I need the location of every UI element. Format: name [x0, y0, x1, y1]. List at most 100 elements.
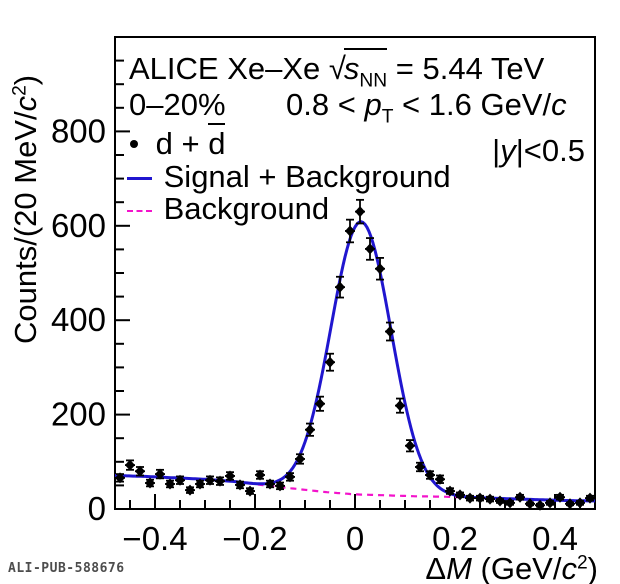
y-tick-label: 400: [51, 301, 106, 338]
legend-background-label: Background: [163, 191, 330, 226]
data-point: [545, 497, 555, 509]
data-point: [465, 492, 475, 504]
data-marker-diamond: [115, 472, 125, 484]
data-marker-diamond: [385, 326, 395, 338]
data-point: [535, 499, 545, 511]
data-point: [205, 474, 215, 486]
data-marker-diamond: [335, 281, 345, 293]
legend-row-background: Background: [127, 193, 329, 224]
x-title-close: ): [587, 551, 598, 584]
s-symbol: s: [343, 51, 360, 86]
data-point: [415, 461, 425, 473]
signal-line-sample-icon: [127, 177, 152, 180]
data-marker-diamond: [395, 400, 405, 412]
data-point: [255, 469, 265, 481]
pt-prefix: 0.8 <: [286, 87, 365, 122]
data-point: [115, 472, 125, 484]
data-point: [375, 256, 385, 281]
data-marker-diamond: [535, 499, 545, 511]
data-marker-diamond: [365, 243, 375, 255]
x-title-superscript: 2: [576, 552, 588, 574]
data-marker-diamond: [525, 498, 535, 510]
centrality-value: 0–20%: [129, 87, 226, 122]
data-marker-diamond: [185, 484, 195, 496]
y-title-c-symbol: c: [8, 95, 43, 112]
rapidity-bar: |: [492, 133, 501, 168]
data-marker-diamond: [165, 478, 175, 490]
data-point: [425, 469, 435, 481]
annotation-centrality: 0–20%: [129, 89, 226, 120]
data-point: [265, 478, 275, 490]
x-tick-label: −0.4: [122, 520, 187, 557]
data-point: [455, 489, 465, 501]
data-point: [445, 485, 455, 497]
data-marker-diamond: [285, 471, 295, 483]
data-marker-diamond: [195, 478, 205, 490]
data-point: [345, 218, 355, 244]
legend-dbar: d: [208, 123, 226, 161]
data-point: [585, 492, 595, 504]
data-point: [355, 198, 365, 225]
data-marker-diamond: [435, 473, 445, 485]
data-marker-diamond: [375, 263, 385, 275]
data-marker-diamond: [465, 492, 475, 504]
s-subscript: NN: [359, 70, 388, 92]
signal-fit-curve: [114, 220, 596, 503]
data-point: [405, 439, 415, 453]
data-marker-diamond: [355, 206, 365, 218]
data-point: [335, 275, 345, 299]
data-marker-diamond: [125, 459, 135, 471]
data-point: [155, 468, 165, 480]
y-tick-label: 800: [51, 112, 106, 149]
data-point: [135, 465, 145, 477]
data-point: [185, 484, 195, 496]
x-tick-label: 0.4: [532, 520, 578, 557]
x-tick-label: −0.2: [222, 520, 287, 557]
data-marker-diamond: [545, 497, 555, 509]
y-axis-title: Counts/(20 MeV/c2): [8, 75, 44, 344]
y-tick-label: 600: [51, 207, 106, 244]
data-marker-diamond: [345, 225, 355, 237]
data-point: [485, 493, 495, 505]
legend-data-prefix: d +: [155, 126, 209, 161]
data-marker-diamond: [325, 356, 335, 368]
data-marker-diamond: [235, 479, 245, 491]
data-marker-diamond: [205, 474, 215, 486]
data-marker-diamond: [305, 424, 315, 436]
data-marker-diamond: [275, 480, 285, 492]
data-marker-diamond: [445, 485, 455, 497]
legend-row-data: d + d: [130, 123, 226, 161]
x-tick-label: 0: [346, 520, 364, 557]
data-marker-diamond: [455, 489, 465, 501]
data-point: [225, 470, 235, 482]
data-marker-diamond: [495, 495, 505, 507]
data-point: [245, 485, 255, 497]
data-marker-diamond: [245, 485, 255, 497]
data-marker-sample-icon: [130, 140, 138, 148]
data-marker-diamond: [575, 497, 585, 509]
x-title-delta: Δ: [425, 551, 447, 584]
pt-suffix: < 1.6 GeV/: [393, 87, 552, 122]
rapidity-cut: |<0.5: [515, 133, 585, 168]
data-marker-diamond: [585, 492, 595, 504]
data-point: [565, 498, 575, 510]
data-point: [395, 397, 405, 414]
data-point: [315, 395, 325, 412]
data-point: [275, 480, 285, 492]
data-point: [575, 497, 585, 509]
data-marker-diamond: [155, 468, 165, 480]
data-marker-diamond: [565, 498, 575, 510]
data-marker-diamond: [255, 469, 265, 481]
data-point: [305, 422, 315, 437]
data-marker-diamond: [315, 398, 325, 410]
sqrt-sign: √: [328, 51, 346, 86]
data-marker-diamond: [555, 491, 565, 503]
sqrt-argument: sNN: [343, 48, 388, 91]
x-axis-title: ΔM (GeV/c2): [425, 551, 598, 584]
figure-id-watermark: ALI-PUB-588676: [8, 561, 125, 576]
legend-row-signal: Signal + Background: [127, 161, 451, 192]
data-point: [145, 477, 155, 489]
annotation-rapidity: |y|<0.5: [492, 135, 585, 166]
